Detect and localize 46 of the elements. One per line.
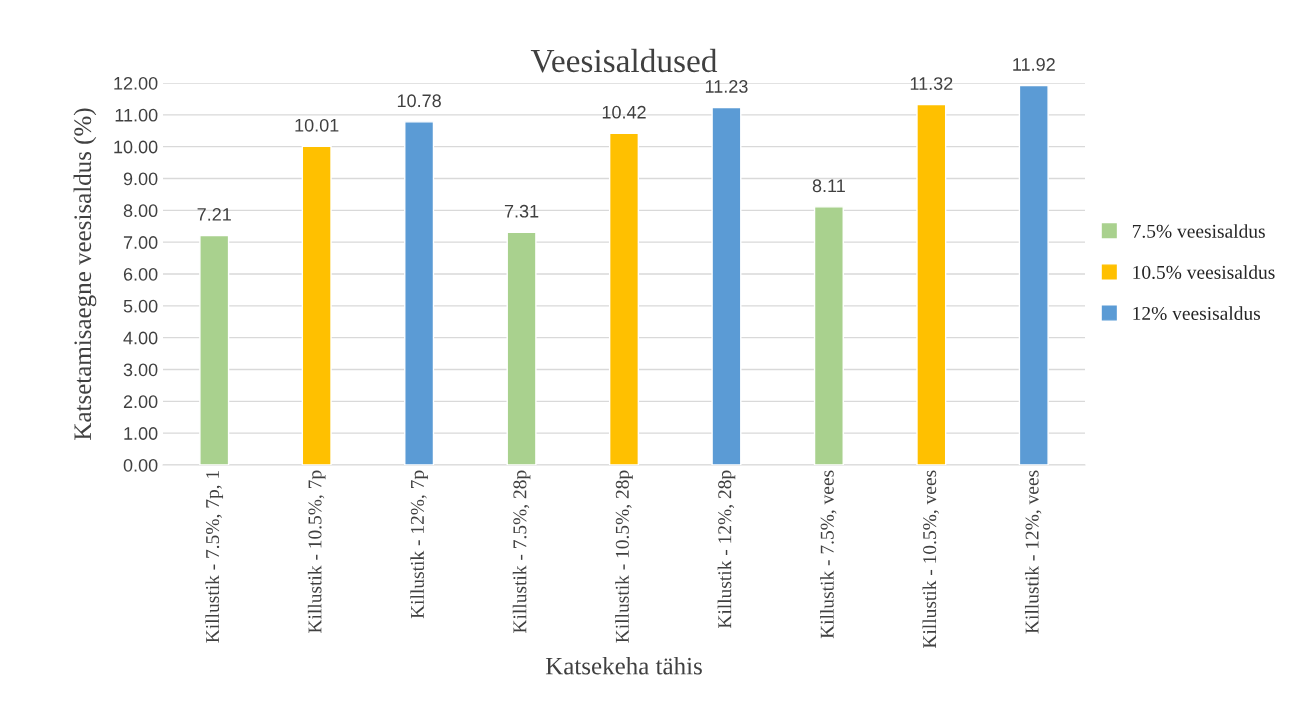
x-tick-label: Killustik - 12%, vees bbox=[1024, 470, 1042, 634]
legend-label: 7.5% veesisaldus bbox=[1132, 224, 1265, 238]
y-axis-title: Katsetamisaegne veesisaldus (%) bbox=[73, 108, 97, 440]
data-label: 11.23 bbox=[705, 80, 748, 93]
y-tick-label: 3.00 bbox=[123, 363, 158, 377]
x-tick-label: Killustik - 7.5%, 7p, 1 bbox=[205, 471, 224, 643]
data-label: 11.32 bbox=[910, 77, 953, 90]
y-tick-label: 0.00 bbox=[123, 458, 158, 472]
x-tick-label: Killustik - 7.5%, vees bbox=[820, 470, 837, 639]
x-tick-label: Killustik - 10.5%, 28p bbox=[615, 470, 633, 643]
bar bbox=[506, 231, 537, 465]
chart-title: Veesisaldused bbox=[530, 48, 718, 73]
bar bbox=[813, 206, 844, 465]
y-tick-label: 6.00 bbox=[123, 267, 158, 281]
y-tick-label: 7.00 bbox=[123, 236, 158, 249]
y-tick-label: 10.00 bbox=[114, 140, 158, 154]
legend-label: 12% veesisaldus bbox=[1133, 306, 1261, 321]
data-label: 10.01 bbox=[295, 118, 339, 132]
bar bbox=[1018, 84, 1049, 465]
x-tick-label: Killustik - 10.5%, vees bbox=[922, 470, 939, 649]
y-tick-label: 1.00 bbox=[124, 427, 158, 440]
y-tick-label: 8.00 bbox=[123, 204, 158, 218]
x-axis-title: Katsekeha tähis bbox=[545, 656, 702, 675]
x-tick-label: Killustik - 10.5%, 7p bbox=[307, 470, 326, 633]
bar bbox=[199, 234, 230, 465]
data-label: 8.11 bbox=[812, 179, 845, 193]
y-tick-label: 5.00 bbox=[123, 299, 158, 313]
x-tick-label: Killustik - 12%, 28p bbox=[717, 470, 736, 629]
bar bbox=[608, 132, 640, 465]
data-label: 7.21 bbox=[197, 208, 231, 221]
x-tick-label: Killustik - 7.5%, 28p bbox=[512, 470, 531, 633]
y-tick-label: 9.00 bbox=[123, 172, 158, 186]
data-label: 10.42 bbox=[602, 105, 646, 119]
bar bbox=[916, 103, 947, 465]
bar bbox=[404, 121, 435, 465]
data-label: 10.78 bbox=[397, 94, 441, 108]
bar bbox=[301, 145, 332, 465]
legend-label: 10.5% veesisaldus bbox=[1133, 265, 1275, 280]
y-tick-label: 11.00 bbox=[115, 108, 158, 122]
x-tick-label: Killustik - 12%, 7p bbox=[410, 470, 428, 619]
y-tick-label: 12.00 bbox=[114, 76, 158, 90]
data-label: 11.92 bbox=[1013, 58, 1055, 71]
y-tick-label: 2.00 bbox=[123, 395, 158, 409]
y-tick-label: 4.00 bbox=[123, 331, 158, 345]
data-label: 7.31 bbox=[504, 204, 539, 218]
bar bbox=[711, 106, 742, 465]
